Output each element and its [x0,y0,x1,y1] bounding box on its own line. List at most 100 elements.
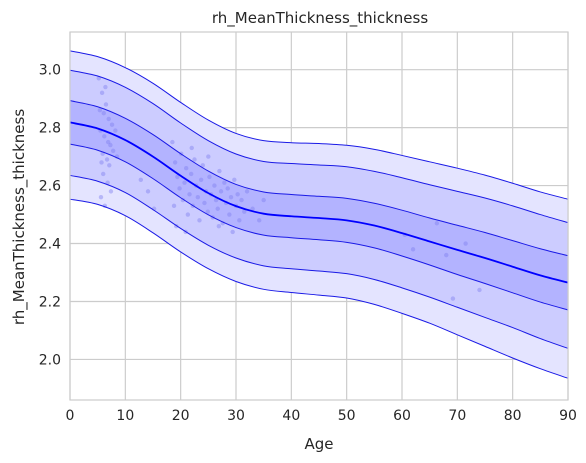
data-point [182,180,187,185]
y-tick-label: 3.0 [39,63,61,79]
data-point [99,160,104,165]
data-point [250,206,255,211]
data-point [184,165,189,171]
data-point [145,189,151,194]
data-point [175,174,180,180]
x-tick-label: 80 [504,408,522,424]
centile-line [69,174,569,349]
centile-line [69,69,569,224]
y-tick-label: 2.0 [39,352,61,368]
data-point [172,160,178,165]
data-point [113,128,118,133]
data-point [444,252,449,258]
centile-lines [69,50,569,379]
data-point [101,171,106,177]
centile-line [69,50,569,200]
chart-title: rh_MeanThickness_thickness [212,9,428,28]
data-point [261,197,266,203]
data-point [215,206,220,211]
data-point [244,189,250,194]
data-point [138,177,144,182]
data-point [197,218,202,223]
data-point [202,200,207,206]
data-point [109,122,115,127]
data-point [206,154,211,159]
data-point [185,212,191,217]
x-tick-label: 10 [116,408,134,424]
data-point [98,194,104,200]
data-point [225,186,230,191]
x-axis-title: Age [304,435,333,453]
data-point [237,218,242,223]
data-point [477,287,482,293]
x-tick-label: 70 [448,408,466,424]
data-point [232,177,237,182]
plot-frame [69,31,569,401]
data-point [198,177,204,182]
x-tick-label: 20 [172,408,190,424]
data-point [216,223,222,229]
x-tick-label: 50 [338,408,356,424]
data-point [107,163,112,168]
x-tick-label: 0 [66,408,75,424]
data-point [110,148,116,154]
centile-bands [70,50,568,379]
data-point [108,142,113,148]
centile-line [69,100,569,257]
data-point [106,116,111,122]
data-point [242,209,247,214]
data-point [171,203,177,209]
data-point [97,108,103,113]
data-point [410,247,416,252]
data-point [212,183,217,188]
data-point [463,241,468,246]
data-point [239,197,244,203]
data-point [228,194,234,200]
data-point [108,189,114,194]
data-point [257,218,262,223]
data-point [177,186,182,191]
x-tick-label: 60 [393,408,411,424]
data-point [230,229,235,235]
data-point [188,171,194,177]
data-point [102,134,107,139]
y-tick-labels: 2.0 2.2 2.4 2.6 2.8 3.0 [39,63,61,369]
data-point [213,197,219,203]
centile-band-3 [70,100,568,310]
data-point [200,163,205,168]
data-point [434,221,440,226]
data-point [103,102,109,107]
x-tick-label: 30 [227,408,245,424]
data-point [218,189,224,194]
data-point [105,139,111,145]
data-point [217,168,222,174]
data-point [187,192,192,197]
data-point [99,90,105,96]
y-tick-label: 2.8 [39,121,61,137]
data-point [189,145,194,151]
median-line [69,121,569,284]
y-tick-label: 2.6 [39,179,61,195]
y-tick-label: 2.2 [39,294,61,310]
data-point [450,296,456,301]
y-axis-title: rh_MeanThickness_thickness [10,109,29,325]
data-point [170,139,175,145]
x-tick-label: 90 [559,408,577,424]
data-point [227,212,232,217]
data-points [96,76,482,301]
data-point [235,192,240,197]
data-point [101,110,106,116]
data-point [207,174,212,180]
data-point [195,194,201,200]
data-point [222,180,227,185]
data-point [104,157,110,162]
centile-line [69,143,569,311]
x-tick-label: 40 [282,408,300,424]
data-point [103,84,108,90]
centile-line [69,198,569,379]
y-tick-label: 2.4 [39,237,61,253]
x-tick-labels: 0 10 20 30 40 50 60 70 80 90 [66,408,577,424]
data-point [205,209,210,214]
data-point [192,157,197,162]
